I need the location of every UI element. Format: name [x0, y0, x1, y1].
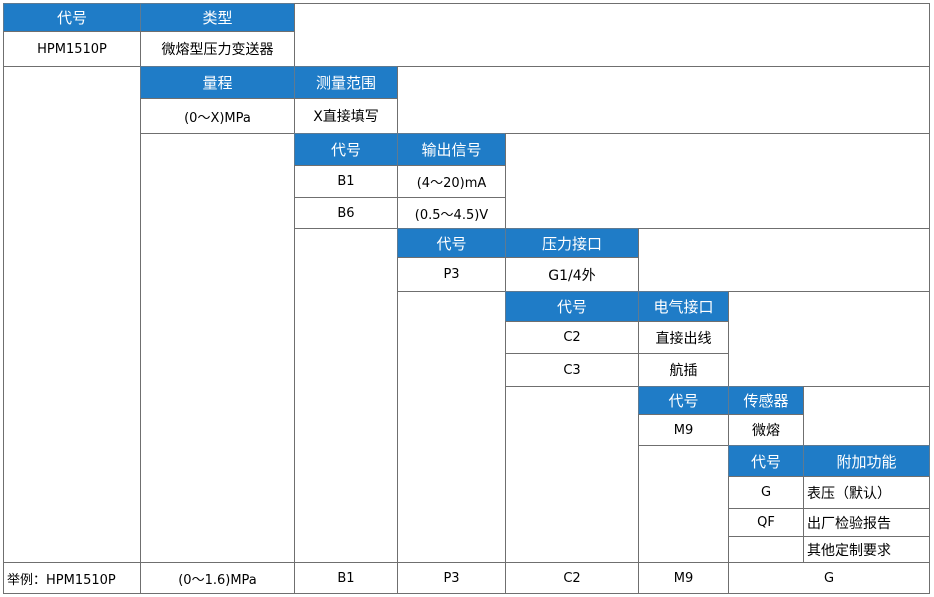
blank-col-3 [294, 228, 398, 563]
example-extra: G [728, 562, 930, 594]
blank-col-6 [638, 445, 729, 563]
range-value: (0～X)MPa [140, 98, 295, 134]
electric-port-header: 电气接口 [638, 291, 729, 322]
extra-code-qf: QF [728, 508, 804, 537]
example-electric: C2 [505, 562, 639, 594]
pressure-value-p3: G1/4外 [505, 257, 639, 292]
measure-range-value: X直接填写 [294, 98, 398, 134]
type-header: 类型 [140, 3, 295, 32]
range-header: 量程 [140, 66, 295, 99]
electric-value-c2: 直接出线 [638, 321, 729, 354]
blank-range-right [397, 66, 930, 134]
measure-range-header: 测量范围 [294, 66, 398, 99]
example-label: 举例：HPM1510P [3, 562, 141, 594]
sensor-code-header: 代号 [638, 386, 729, 415]
blank-pressure-right [638, 228, 930, 292]
extra-value-custom: 其他定制要求 [803, 536, 930, 563]
example-sensor: M9 [638, 562, 729, 594]
output-value-b1: (4～20)mA [397, 165, 506, 198]
extra-code-blank [728, 536, 804, 563]
extra-function-header: 附加功能 [803, 445, 930, 477]
output-code-b6: B6 [294, 197, 398, 229]
electric-code-header: 代号 [505, 291, 639, 322]
code-header: 代号 [3, 3, 141, 32]
extra-value-qf: 出厂检验报告 [803, 508, 930, 537]
example-pressure: P3 [397, 562, 506, 594]
extra-code-g: G [728, 476, 804, 509]
sensor-header: 传感器 [728, 386, 804, 415]
electric-code-c2: C2 [505, 321, 639, 354]
extra-code-header: 代号 [728, 445, 804, 477]
example-output: B1 [294, 562, 398, 594]
output-code-b1: B1 [294, 165, 398, 198]
blank-sensor-right [803, 386, 930, 446]
extra-value-g: 表压（默认） [803, 476, 930, 509]
output-code-header: 代号 [294, 133, 398, 166]
blank-output-right [505, 133, 930, 229]
sensor-code-m9: M9 [638, 414, 729, 446]
model-code: HPM1510P [3, 31, 141, 67]
model-type: 微熔型压力变送器 [140, 31, 295, 67]
sensor-value-m9: 微熔 [728, 414, 804, 446]
pressure-code-p3: P3 [397, 257, 506, 292]
pressure-port-header: 压力接口 [505, 228, 639, 258]
blank-electric-right [728, 291, 930, 387]
blank-top-right [294, 3, 930, 67]
output-value-b6: (0.5～4.5)V [397, 197, 506, 229]
blank-col-2 [140, 133, 295, 563]
electric-value-c3: 航插 [638, 353, 729, 387]
pressure-code-header: 代号 [397, 228, 506, 258]
blank-col-1 [3, 66, 141, 563]
blank-col-5 [505, 386, 639, 563]
output-signal-header: 输出信号 [397, 133, 506, 166]
example-range: (0～1.6)MPa [140, 562, 295, 594]
blank-col-4 [397, 291, 506, 563]
electric-code-c3: C3 [505, 353, 639, 387]
